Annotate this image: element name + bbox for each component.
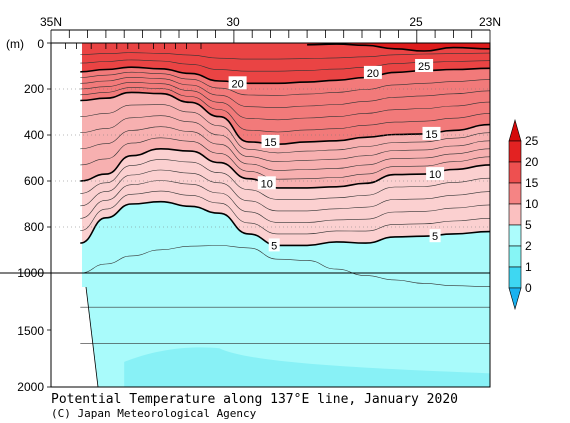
band-2-5	[51, 201, 490, 387]
colorbar-label: 5	[525, 218, 532, 232]
bathymetry-edge	[85, 286, 99, 388]
thin-isotherm	[80, 180, 490, 223]
colorbar-label: 0	[525, 281, 532, 295]
band-1-2	[124, 347, 490, 387]
y-tick-600: 600	[24, 174, 44, 188]
thin-isotherm	[80, 81, 490, 121]
plot-frame	[50, 42, 491, 388]
contour-label: 5	[432, 231, 438, 243]
contour-label: 20	[231, 78, 243, 90]
contour-label-bg	[228, 76, 247, 90]
contour-label-bg	[268, 238, 280, 252]
colorbar-label: 25	[525, 134, 539, 148]
contour-label-bg	[257, 176, 276, 190]
y-tick-200: 200	[24, 82, 44, 96]
y-tick-400: 400	[24, 128, 44, 142]
contour-label: 10	[429, 169, 441, 181]
colorbar-swatch	[508, 118, 522, 142]
contour-label: 25	[418, 61, 430, 73]
x-tick-25: 25	[409, 15, 423, 29]
thin-isotherm	[80, 76, 490, 108]
thin-isotherm	[80, 169, 490, 212]
y-tick-0: 0	[37, 37, 44, 51]
contour-label-bg	[261, 134, 280, 148]
contour-label: 20	[367, 68, 379, 80]
thin-isotherm	[80, 126, 490, 171]
colorbar-label: 1	[525, 260, 532, 274]
no-data-mask-lower	[51, 287, 98, 387]
thin-isotherm	[80, 245, 490, 287]
plot-area	[51, 43, 490, 387]
y-tick-1500: 1500	[17, 324, 44, 338]
contour-label-bg	[363, 65, 382, 79]
colorbar-label: 10	[525, 197, 539, 211]
colorbar-label: 2	[525, 239, 532, 253]
contour-labels: 25 20 20 15 15 10 10 5 5	[228, 59, 445, 252]
contour-label: 15	[264, 137, 276, 149]
top-axis	[47, 29, 491, 388]
thin-isotherm	[80, 104, 490, 154]
colorbar-swatch	[508, 203, 522, 226]
contour-label-bg	[426, 167, 445, 181]
isotherm-20	[80, 66, 490, 85]
colorbar-swatch	[508, 161, 522, 184]
thin-isotherm	[80, 190, 490, 235]
contour-label-bg	[422, 126, 441, 140]
colorbar-swatch	[508, 287, 522, 311]
thin-isotherm	[80, 137, 490, 180]
y-tick-1000: 1000	[17, 266, 44, 280]
isotherm-25	[307, 43, 490, 52]
colorbar-label: 15	[525, 176, 539, 190]
y-tick-2000: 2000	[17, 380, 44, 394]
x-tick-23n: 23N	[479, 15, 501, 29]
contour-label: 10	[261, 178, 273, 190]
contour-label: 5	[271, 240, 277, 252]
colorbar-swatch	[508, 140, 522, 163]
colorbar-swatch	[508, 224, 522, 247]
credit-line: (C) Japan Meteorological Agency	[51, 407, 257, 420]
colorbar-swatch	[508, 182, 522, 205]
thin-isotherm	[80, 159, 490, 200]
contour-label: 15	[425, 129, 437, 141]
x-tick-30: 30	[226, 15, 240, 29]
x-tick-35n: 35N	[40, 15, 62, 29]
y-tick-800: 800	[24, 220, 44, 234]
x-axis-labels: 35N 30 25 23N	[40, 15, 501, 29]
thin-isotherm	[80, 71, 490, 96]
band-above-25	[307, 43, 490, 51]
colorbar-swatch	[508, 245, 522, 268]
isotherm-10	[80, 147, 490, 189]
thin-isotherm	[80, 87, 490, 133]
chart-title: Potential Temperature along 137°E line, …	[51, 392, 458, 407]
colorbar-label: 20	[525, 155, 539, 169]
contour-label-bg	[415, 59, 434, 72]
thin-isotherm	[80, 115, 490, 163]
y-unit-label: (m)	[6, 37, 24, 51]
contour-label-bg	[429, 229, 441, 243]
y-axis-labels: (m) 0 200 400 600 800 1000 1500 2000	[6, 37, 44, 394]
thin-isotherm	[80, 59, 490, 72]
no-data-mask-upper	[51, 43, 82, 287]
thin-isotherms	[80, 52, 490, 345]
thin-isotherm	[80, 52, 490, 60]
colorbar-swatch	[508, 266, 522, 289]
